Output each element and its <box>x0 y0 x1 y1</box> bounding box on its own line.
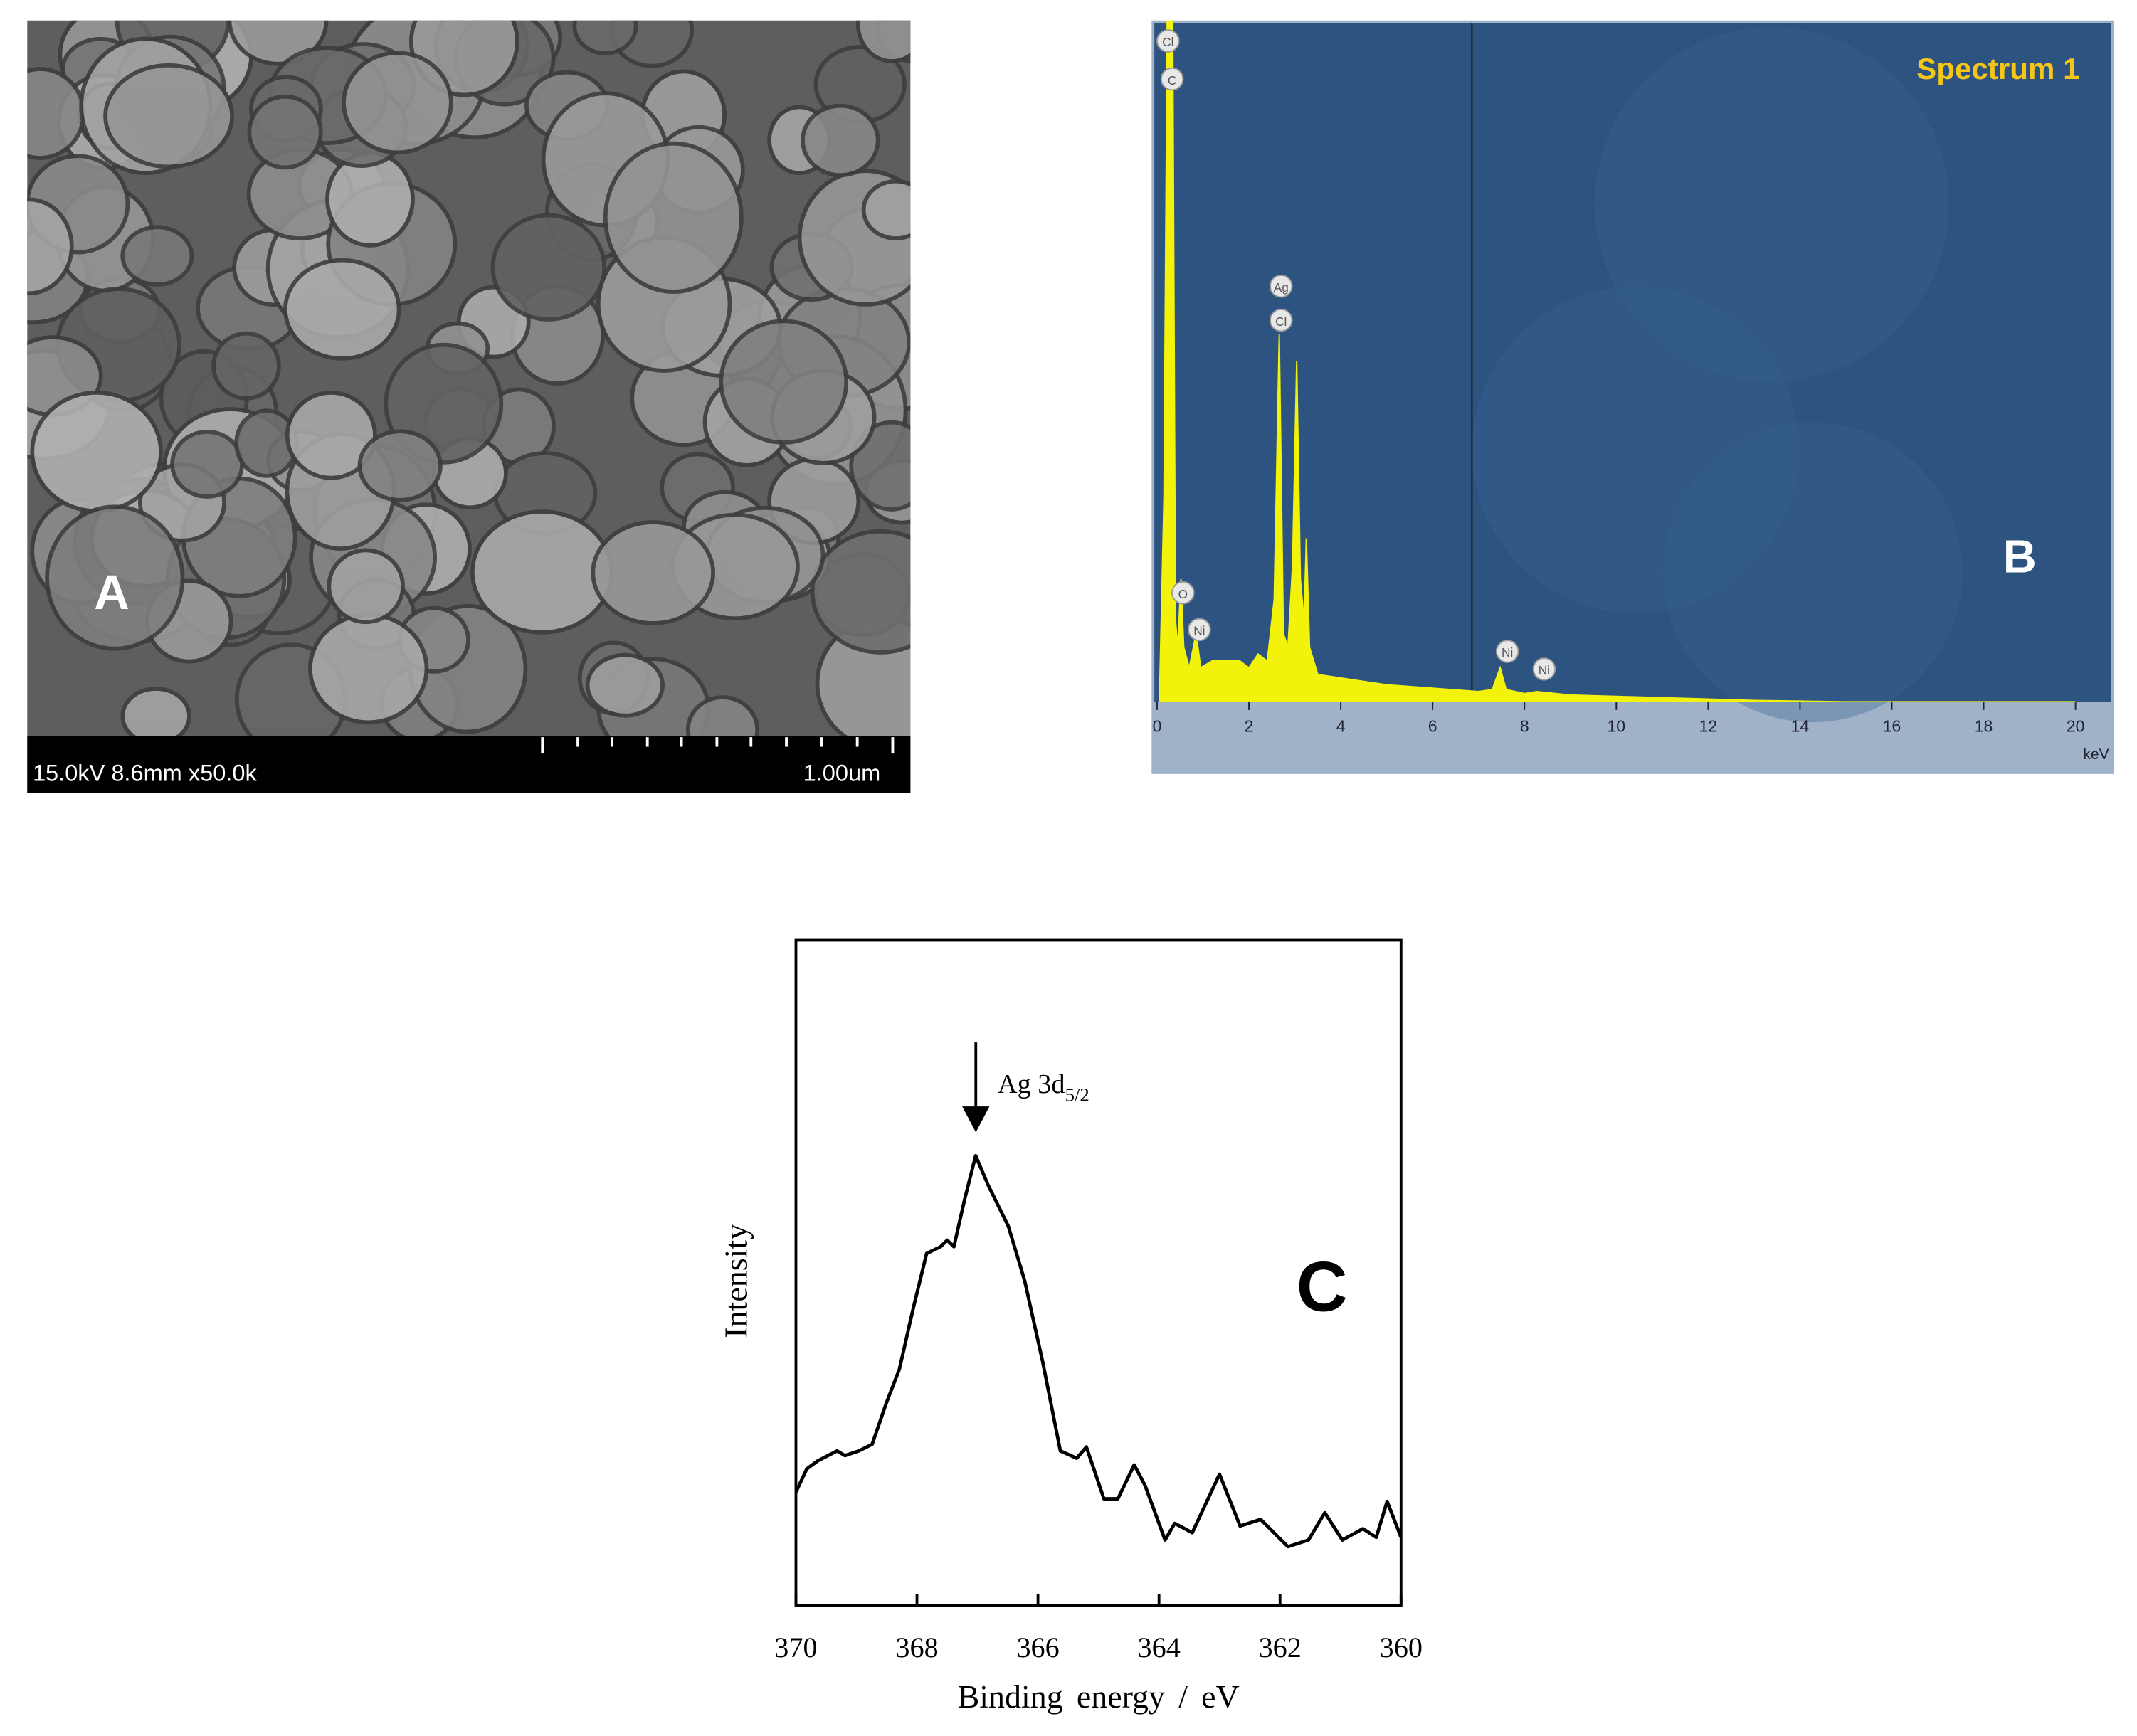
x-tick-label: 364 <box>1138 1631 1181 1663</box>
particle <box>247 94 323 170</box>
sem-panel: A 15.0kV 8.6mm x50.0k 1.00um <box>27 20 911 793</box>
particle <box>585 652 665 718</box>
peak-label: Ni <box>1502 645 1513 660</box>
particle <box>327 548 405 625</box>
peak-marker <box>1532 657 1556 681</box>
particle <box>170 429 244 499</box>
x-tick-label: 20 <box>2067 716 2085 735</box>
plot-frame <box>794 938 1403 1607</box>
particle <box>861 179 911 240</box>
y-axis-label: Intensity <box>718 1224 754 1338</box>
x-tick-label: 18 <box>1975 716 1993 735</box>
spectrum-area <box>1159 20 2076 702</box>
decoration <box>1594 27 1949 382</box>
annotation: Ag 3d5/2 <box>998 1069 1089 1105</box>
particle <box>27 67 86 160</box>
peak-label: C <box>1168 73 1176 88</box>
x-tick-label: 2 <box>1245 716 1254 735</box>
x-tick-label: 4 <box>1336 716 1346 735</box>
spectrum-line <box>796 1153 1401 1549</box>
x-unit: keV <box>2083 746 2109 763</box>
particle <box>30 390 163 514</box>
panel-label: A <box>94 565 130 620</box>
particle <box>285 391 377 480</box>
particle <box>120 225 194 287</box>
eds-panel: Spectrum 1 B keV 0 2 4 6 8 10 12 14 16 18 20 Cl C Ag C… <box>1151 20 2114 774</box>
particle <box>211 331 281 401</box>
peak-label: Ag <box>1274 280 1289 295</box>
peak-label: Ni <box>1193 624 1205 638</box>
annotation-text: Ag 3d <box>998 1069 1065 1099</box>
eds-plot-area <box>1154 23 2111 702</box>
x-tick-label: 362 <box>1259 1631 1302 1663</box>
x-tick-label: 14 <box>1791 716 1810 735</box>
particle <box>45 504 185 651</box>
particle <box>801 103 880 178</box>
decoration <box>1662 422 1963 723</box>
peak-label: O <box>1178 587 1188 601</box>
x-tick-label: 0 <box>1153 716 1162 735</box>
annotation-arrowhead <box>962 1106 990 1133</box>
peak-label: Cl <box>1162 35 1173 49</box>
particle <box>120 687 191 736</box>
sem-info-bar <box>27 736 911 793</box>
sem-scale: 1.00um <box>803 760 881 785</box>
scale-bar <box>541 737 895 754</box>
particle <box>490 213 607 322</box>
peak-marker <box>1269 274 1293 298</box>
particle <box>797 169 911 307</box>
chart-title: Spectrum 1 <box>1916 52 2079 85</box>
panel-label: C <box>1297 1247 1348 1326</box>
peak-marker <box>1495 640 1519 663</box>
particle <box>27 197 74 296</box>
particle <box>307 613 429 725</box>
peak-label: Ni <box>1539 663 1550 677</box>
x-tick-label: 12 <box>1699 716 1718 735</box>
x-axis-label: Binding energy / eV <box>958 1678 1240 1715</box>
x-tick-label: 368 <box>895 1631 938 1663</box>
particle <box>470 509 614 635</box>
x-tick-label: 360 <box>1380 1631 1423 1663</box>
annotation-subscript: 5/2 <box>1065 1084 1089 1105</box>
x-tick-label: 10 <box>1608 716 1626 735</box>
peak-label: Cl <box>1275 314 1287 329</box>
particle <box>591 520 716 625</box>
particle <box>719 319 849 445</box>
xps-panel: Ag 3d5/2 C Binding energy / eV Intensity… <box>718 938 1423 1715</box>
particle <box>357 429 443 502</box>
particle <box>283 258 401 361</box>
sem-particles <box>27 20 911 736</box>
x-tick-label: 6 <box>1428 716 1437 735</box>
sem-info: 15.0kV 8.6mm x50.0k <box>33 760 258 785</box>
particle <box>855 20 911 63</box>
particle <box>103 63 235 169</box>
particle <box>685 695 760 736</box>
particle <box>603 141 744 294</box>
peak-marker <box>1160 67 1184 91</box>
peak-marker <box>1269 308 1293 332</box>
particle <box>810 529 911 655</box>
peak-marker <box>1171 581 1195 605</box>
particle <box>572 20 638 55</box>
x-tick-label: 370 <box>774 1631 817 1663</box>
panel-label: B <box>2003 530 2037 582</box>
x-tick-label: 366 <box>1016 1631 1059 1663</box>
decoration <box>1472 286 1800 613</box>
peak-marker <box>1188 618 1211 642</box>
particle <box>342 51 453 155</box>
peak-marker <box>1156 29 1180 53</box>
x-tick-label: 16 <box>1883 716 1901 735</box>
x-tick-label: 8 <box>1520 716 1529 735</box>
